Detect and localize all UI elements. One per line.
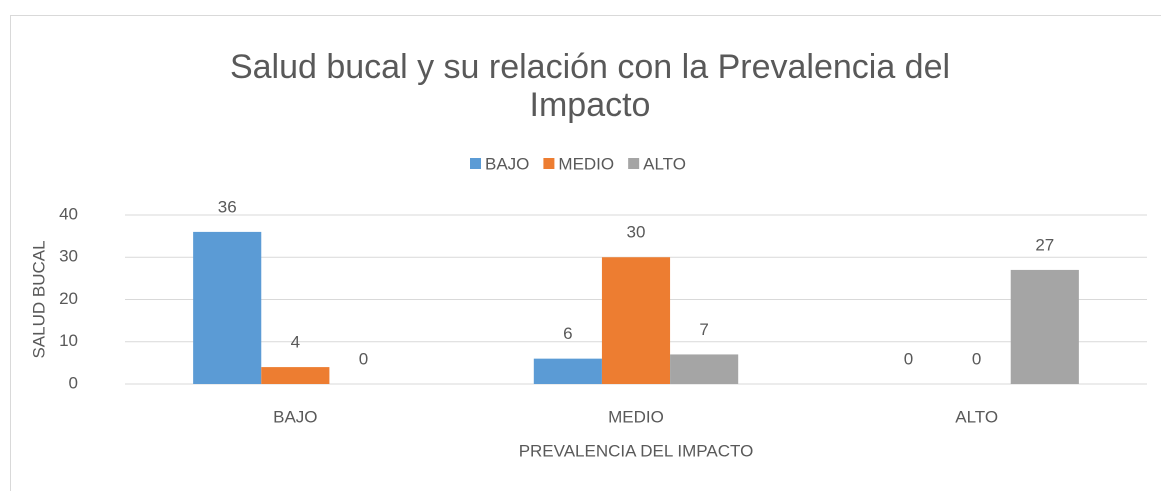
y-tick-label: 10 xyxy=(59,331,78,350)
x-tick-label: ALTO xyxy=(955,407,998,426)
legend-label: BAJO xyxy=(485,154,529,173)
bar xyxy=(193,231,262,384)
data-label: 30 xyxy=(627,223,646,242)
data-label: 0 xyxy=(904,349,913,368)
y-axis-label: SALUD BUCAL xyxy=(29,240,48,358)
bar xyxy=(1010,269,1079,384)
y-tick-label: 30 xyxy=(59,247,78,266)
bar xyxy=(533,358,602,384)
chart-frame xyxy=(10,15,1161,491)
data-label: 0 xyxy=(972,349,981,368)
bar xyxy=(601,257,671,384)
x-tick-label: BAJO xyxy=(273,407,317,426)
data-label: 6 xyxy=(563,324,572,343)
data-label: 27 xyxy=(1035,235,1054,254)
legend-label: MEDIO xyxy=(558,154,614,173)
x-axis-label: PREVALENCIA DEL IMPACTO xyxy=(519,441,754,460)
bar xyxy=(261,367,330,384)
x-tick-label: MEDIO xyxy=(608,407,664,426)
data-label: 7 xyxy=(699,320,708,339)
legend-swatch xyxy=(628,158,640,169)
y-tick-label: 20 xyxy=(59,289,78,308)
data-label: 4 xyxy=(291,333,300,352)
legend-swatch xyxy=(543,158,555,169)
y-tick-label: 40 xyxy=(59,204,78,223)
bar xyxy=(670,354,739,384)
data-label: 36 xyxy=(218,197,237,216)
legend-label: ALTO xyxy=(643,154,686,173)
chart-title: Salud bucal y su relación con la Prevale… xyxy=(229,48,951,124)
data-label: 0 xyxy=(359,349,368,368)
legend-swatch xyxy=(470,158,481,169)
y-tick-label: 0 xyxy=(69,373,78,392)
